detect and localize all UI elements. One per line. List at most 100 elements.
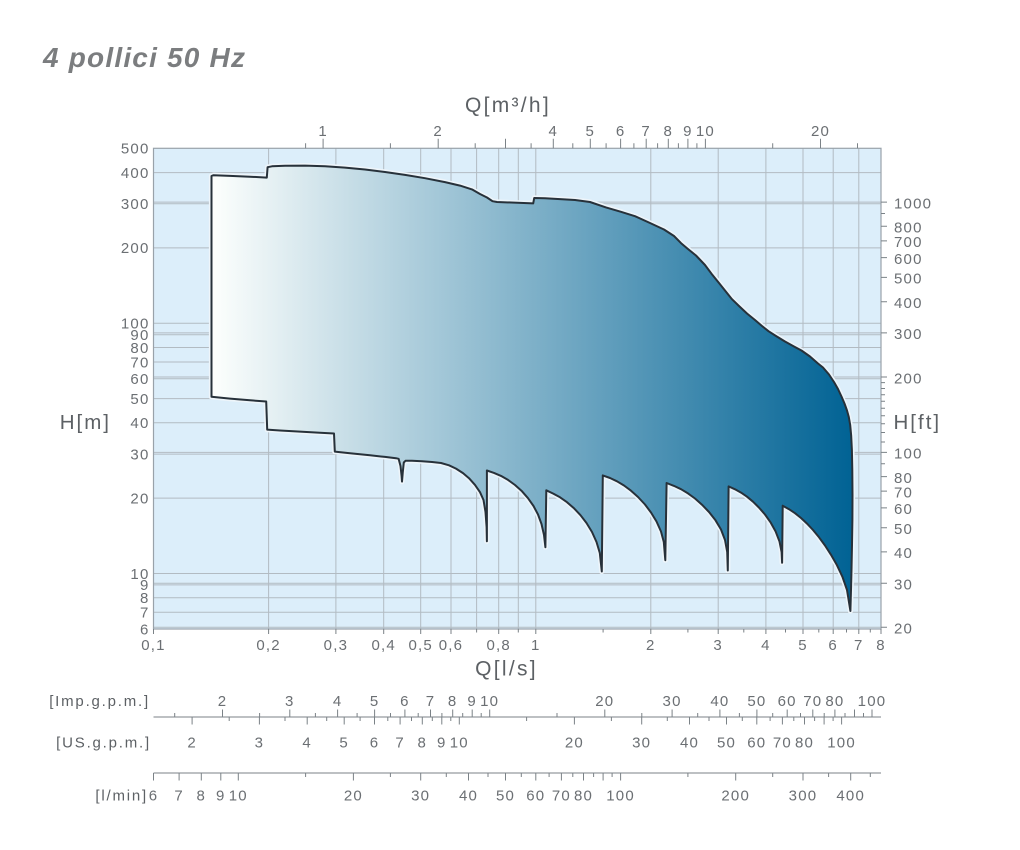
- svg-text:5: 5: [586, 123, 596, 140]
- svg-text:6: 6: [149, 788, 159, 805]
- svg-text:0,2: 0,2: [256, 637, 280, 654]
- svg-text:60: 60: [526, 788, 545, 805]
- svg-text:7: 7: [174, 788, 184, 805]
- svg-text:50: 50: [130, 391, 149, 408]
- svg-text:8: 8: [197, 788, 207, 805]
- svg-text:3: 3: [285, 693, 295, 710]
- svg-text:30: 30: [411, 788, 430, 805]
- svg-text:6: 6: [828, 637, 838, 654]
- svg-text:6: 6: [616, 123, 626, 140]
- svg-text:50: 50: [717, 735, 736, 752]
- svg-text:7: 7: [395, 735, 405, 752]
- svg-text:1: 1: [318, 123, 328, 140]
- svg-text:[Imp.g.p.m.]: [Imp.g.p.m.]: [49, 693, 150, 710]
- svg-text:0,5: 0,5: [408, 637, 432, 654]
- svg-text:700: 700: [894, 234, 923, 251]
- svg-text:2: 2: [187, 735, 197, 752]
- svg-text:100: 100: [858, 693, 887, 710]
- svg-text:30: 30: [663, 693, 682, 710]
- svg-text:20: 20: [894, 621, 913, 638]
- svg-text:50: 50: [496, 788, 515, 805]
- svg-text:70: 70: [130, 354, 149, 371]
- svg-text:200: 200: [894, 370, 923, 387]
- svg-text:7: 7: [641, 123, 651, 140]
- svg-text:40: 40: [680, 735, 699, 752]
- svg-text:500: 500: [894, 271, 923, 288]
- svg-text:0,8: 0,8: [486, 637, 510, 654]
- svg-text:40: 40: [710, 693, 729, 710]
- svg-text:3: 3: [713, 637, 723, 654]
- svg-text:300: 300: [789, 788, 818, 805]
- svg-text:4: 4: [333, 693, 343, 710]
- svg-text:80: 80: [795, 735, 814, 752]
- svg-text:40: 40: [459, 788, 478, 805]
- svg-text:1: 1: [531, 637, 541, 654]
- svg-text:2: 2: [433, 123, 443, 140]
- svg-text:300: 300: [121, 196, 150, 213]
- svg-text:0,3: 0,3: [324, 637, 348, 654]
- svg-text:8: 8: [876, 637, 886, 654]
- svg-text:7: 7: [854, 637, 864, 654]
- svg-text:10: 10: [130, 566, 149, 583]
- svg-text:90: 90: [130, 327, 149, 344]
- svg-text:80: 80: [894, 470, 913, 487]
- svg-text:0,6: 0,6: [439, 637, 463, 654]
- svg-text:0,4: 0,4: [371, 637, 395, 654]
- svg-text:8: 8: [418, 735, 428, 752]
- svg-text:4: 4: [549, 123, 559, 140]
- svg-text:9: 9: [140, 577, 150, 594]
- svg-text:60: 60: [778, 693, 797, 710]
- svg-text:9: 9: [683, 123, 693, 140]
- svg-text:500: 500: [121, 141, 150, 158]
- svg-text:9: 9: [467, 693, 477, 710]
- svg-text:600: 600: [894, 251, 923, 268]
- svg-text:60: 60: [747, 735, 766, 752]
- svg-text:4: 4: [761, 637, 771, 654]
- svg-text:6: 6: [370, 735, 380, 752]
- svg-text:8: 8: [140, 590, 150, 607]
- svg-text:6: 6: [140, 621, 150, 638]
- svg-text:70: 70: [552, 788, 571, 805]
- svg-text:100: 100: [121, 316, 150, 333]
- svg-text:9: 9: [216, 788, 226, 805]
- svg-text:1000: 1000: [894, 195, 932, 212]
- svg-text:Q[m³/h]: Q[m³/h]: [465, 94, 551, 117]
- svg-text:20: 20: [811, 123, 830, 140]
- svg-text:30: 30: [130, 446, 149, 463]
- svg-text:400: 400: [121, 165, 150, 182]
- svg-text:10: 10: [229, 788, 248, 805]
- svg-text:30: 30: [632, 735, 651, 752]
- svg-text:80: 80: [130, 340, 149, 357]
- svg-text:3: 3: [255, 735, 265, 752]
- svg-text:400: 400: [894, 295, 923, 312]
- svg-text:2: 2: [218, 693, 228, 710]
- svg-text:4: 4: [302, 735, 312, 752]
- svg-text:10: 10: [480, 693, 499, 710]
- svg-text:20: 20: [130, 490, 149, 507]
- svg-text:70: 70: [773, 735, 792, 752]
- svg-text:60: 60: [894, 501, 913, 518]
- svg-text:20: 20: [565, 735, 584, 752]
- svg-text:Q[l/s]: Q[l/s]: [475, 658, 538, 681]
- svg-text:100: 100: [827, 735, 856, 752]
- svg-text:100: 100: [894, 446, 923, 463]
- svg-text:300: 300: [894, 326, 923, 343]
- svg-text:6: 6: [400, 693, 410, 710]
- svg-text:10: 10: [450, 735, 469, 752]
- svg-text:8: 8: [664, 123, 674, 140]
- svg-text:50: 50: [894, 521, 913, 538]
- svg-text:H[m]: H[m]: [60, 411, 111, 434]
- svg-text:7: 7: [140, 605, 150, 622]
- svg-text:400: 400: [836, 788, 865, 805]
- svg-text:70: 70: [803, 693, 822, 710]
- svg-text:40: 40: [894, 545, 913, 562]
- svg-text:40: 40: [130, 415, 149, 432]
- svg-text:20: 20: [344, 788, 363, 805]
- svg-text:4 pollici 50 Hz: 4 pollici 50 Hz: [42, 42, 246, 73]
- svg-text:20: 20: [595, 693, 614, 710]
- svg-text:7: 7: [426, 693, 436, 710]
- svg-text:8: 8: [448, 693, 458, 710]
- svg-text:800: 800: [894, 220, 923, 237]
- svg-text:200: 200: [721, 788, 750, 805]
- svg-text:[l/min]: [l/min]: [95, 788, 148, 805]
